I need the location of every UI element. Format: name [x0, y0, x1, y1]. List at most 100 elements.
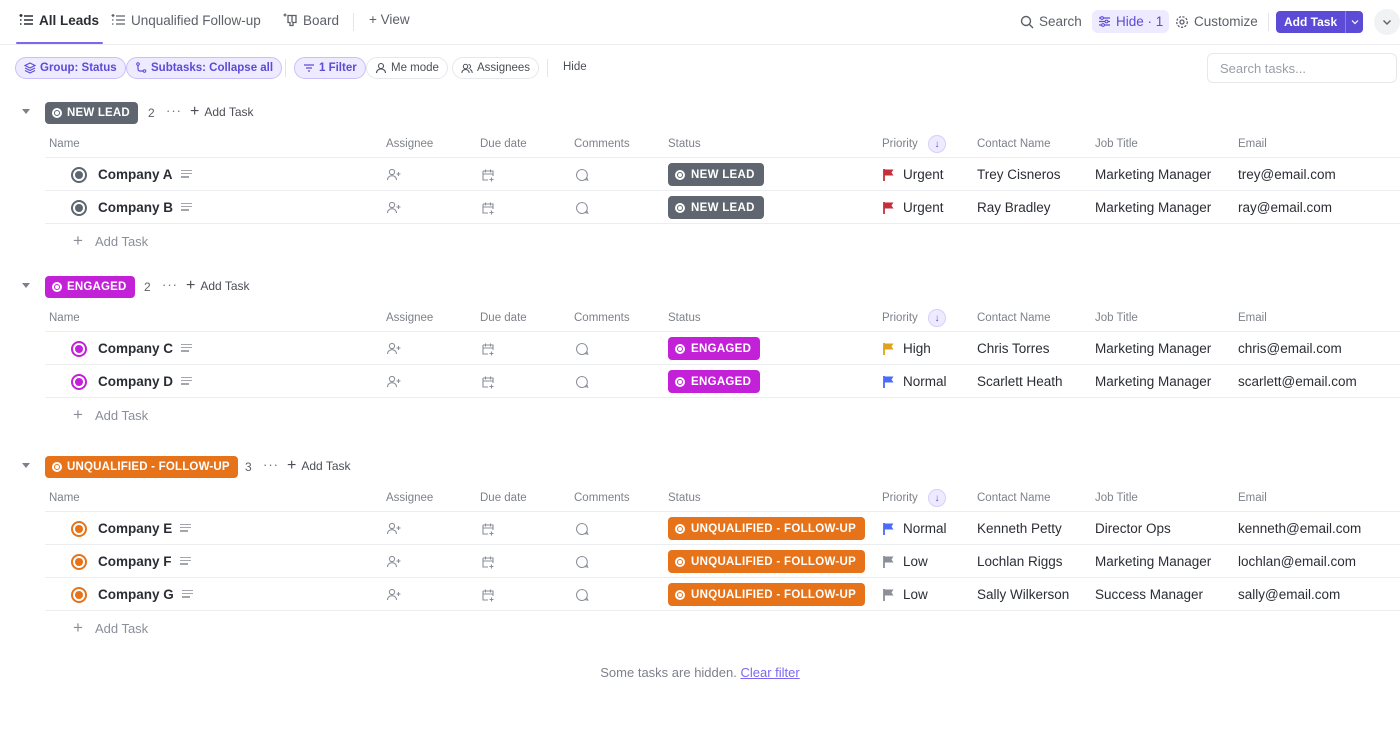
email[interactable]: trey@email.com	[1238, 167, 1336, 182]
status-pill[interactable]: ENGAGED	[668, 370, 761, 393]
flag-icon[interactable]	[883, 375, 895, 388]
col-name[interactable]: Name	[49, 138, 80, 150]
task-name[interactable]: Company B	[98, 200, 174, 215]
calendar-add-icon[interactable]	[480, 341, 496, 357]
status-pill[interactable]: UNQUALIFIED - FOLLOW-UP	[668, 550, 866, 573]
contact-name[interactable]: Sally Wilkerson	[977, 587, 1070, 602]
email[interactable]: kenneth@email.com	[1238, 521, 1362, 536]
search-button[interactable]: Search	[1020, 14, 1082, 29]
col-status[interactable]: Status	[668, 492, 701, 504]
table-row[interactable]: Company E UNQUALIFIED - FOLLOW-UP Normal…	[45, 512, 1400, 545]
calendar-add-icon[interactable]	[480, 587, 496, 603]
assignees-chip[interactable]: Assignees	[452, 57, 540, 79]
flag-icon[interactable]	[883, 522, 895, 535]
task-name[interactable]: Company E	[98, 521, 173, 536]
hide-button[interactable]: Hide · 1	[1092, 10, 1170, 33]
description-icon[interactable]	[181, 344, 192, 353]
description-icon[interactable]	[181, 203, 192, 212]
col-email[interactable]: Email	[1238, 492, 1267, 504]
col-comments[interactable]: Comments	[574, 138, 630, 150]
contact-name[interactable]: Trey Cisneros	[977, 167, 1061, 182]
flag-icon[interactable]	[883, 342, 895, 355]
col-job-title[interactable]: Job Title	[1095, 312, 1138, 324]
status-pill[interactable]: NEW LEAD	[668, 196, 764, 219]
add-assignee-icon[interactable]	[386, 587, 402, 603]
flag-icon[interactable]	[883, 168, 895, 181]
status-pill[interactable]: ENGAGED	[668, 337, 761, 360]
task-status-icon[interactable]	[71, 521, 87, 537]
group-add-task-button[interactable]: + Add Task	[190, 104, 254, 120]
table-row[interactable]: Company B NEW LEAD Urgent Ray Bradley Ma…	[45, 191, 1400, 224]
job-title[interactable]: Marketing Manager	[1095, 341, 1212, 356]
more-options-icon[interactable]: ···	[162, 277, 178, 292]
customize-button[interactable]: Customize	[1175, 14, 1258, 29]
col-comments[interactable]: Comments	[574, 492, 630, 504]
col-contact-name[interactable]: Contact Name	[977, 138, 1051, 150]
description-icon[interactable]	[181, 170, 192, 179]
col-priority[interactable]: Priority	[882, 312, 918, 324]
subtasks-chip[interactable]: Subtasks: Collapse all	[126, 57, 283, 79]
contact-name[interactable]: Chris Torres	[977, 341, 1050, 356]
sort-descending-icon[interactable]: ↓	[928, 135, 946, 153]
add-assignee-icon[interactable]	[386, 200, 402, 216]
col-due-date[interactable]: Due date	[480, 312, 527, 324]
task-status-icon[interactable]	[71, 554, 87, 570]
task-status-icon[interactable]	[71, 374, 87, 390]
task-name[interactable]: Company F	[98, 554, 172, 569]
contact-name[interactable]: Kenneth Petty	[977, 521, 1062, 536]
email[interactable]: lochlan@email.com	[1238, 554, 1356, 569]
task-name[interactable]: Company C	[98, 341, 174, 356]
job-title[interactable]: Marketing Manager	[1095, 167, 1212, 182]
job-title[interactable]: Marketing Manager	[1095, 554, 1212, 569]
search-tasks-input[interactable]	[1207, 53, 1397, 83]
more-options-icon[interactable]: ···	[166, 103, 182, 118]
contact-name[interactable]: Ray Bradley	[977, 200, 1051, 215]
contact-name[interactable]: Scarlett Heath	[977, 374, 1063, 389]
table-row[interactable]: Company F UNQUALIFIED - FOLLOW-UP Low Lo…	[45, 545, 1400, 578]
email[interactable]: sally@email.com	[1238, 587, 1341, 602]
calendar-add-icon[interactable]	[480, 521, 496, 537]
calendar-add-icon[interactable]	[480, 554, 496, 570]
comment-icon[interactable]	[574, 521, 590, 537]
table-row[interactable]: Company G UNQUALIFIED - FOLLOW-UP Low Sa…	[45, 578, 1400, 611]
col-comments[interactable]: Comments	[574, 312, 630, 324]
flag-icon[interactable]	[883, 588, 895, 601]
add-task-row[interactable]: + Add Task	[73, 405, 148, 425]
table-row[interactable]: Company A NEW LEAD Urgent Trey Cisneros …	[45, 158, 1400, 191]
table-row[interactable]: Company D ENGAGED Normal Scarlett Heath …	[45, 365, 1400, 398]
task-status-icon[interactable]	[71, 167, 87, 183]
collapse-caret-icon[interactable]	[22, 463, 30, 468]
col-job-title[interactable]: Job Title	[1095, 492, 1138, 504]
description-icon[interactable]	[181, 377, 192, 386]
clear-filter-link[interactable]: Clear filter	[740, 665, 800, 680]
task-name[interactable]: Company D	[98, 374, 174, 389]
job-title[interactable]: Director Ops	[1095, 521, 1171, 536]
status-pill[interactable]: UNQUALIFIED - FOLLOW-UP	[668, 583, 866, 606]
sort-descending-icon[interactable]: ↓	[928, 489, 946, 507]
add-assignee-icon[interactable]	[386, 521, 402, 537]
group-by-status-chip[interactable]: Group: Status	[15, 57, 126, 79]
table-row[interactable]: Company C ENGAGED High Chris Torres Mark…	[45, 332, 1400, 365]
col-status[interactable]: Status	[668, 138, 701, 150]
task-status-icon[interactable]	[71, 341, 87, 357]
email[interactable]: scarlett@email.com	[1238, 374, 1357, 389]
job-title[interactable]: Marketing Manager	[1095, 374, 1212, 389]
flag-icon[interactable]	[883, 555, 895, 568]
filter-chip[interactable]: 1 Filter	[294, 57, 366, 79]
col-job-title[interactable]: Job Title	[1095, 138, 1138, 150]
sort-descending-icon[interactable]: ↓	[928, 309, 946, 327]
me-mode-chip[interactable]: Me mode	[366, 57, 448, 79]
job-title[interactable]: Success Manager	[1095, 587, 1204, 602]
tab-board[interactable]: Board	[282, 12, 339, 28]
add-view-button[interactable]: + View	[369, 12, 410, 27]
email[interactable]: chris@email.com	[1238, 341, 1342, 356]
chevron-down-icon[interactable]	[1346, 19, 1363, 25]
col-contact-name[interactable]: Contact Name	[977, 312, 1051, 324]
group-status-badge[interactable]: NEW LEAD	[45, 102, 138, 124]
col-assignee[interactable]: Assignee	[386, 138, 434, 150]
group-status-badge[interactable]: ENGAGED	[45, 276, 135, 298]
comment-icon[interactable]	[574, 341, 590, 357]
col-contact-name[interactable]: Contact Name	[977, 492, 1051, 504]
contact-name[interactable]: Lochlan Riggs	[977, 554, 1063, 569]
add-assignee-icon[interactable]	[386, 167, 402, 183]
